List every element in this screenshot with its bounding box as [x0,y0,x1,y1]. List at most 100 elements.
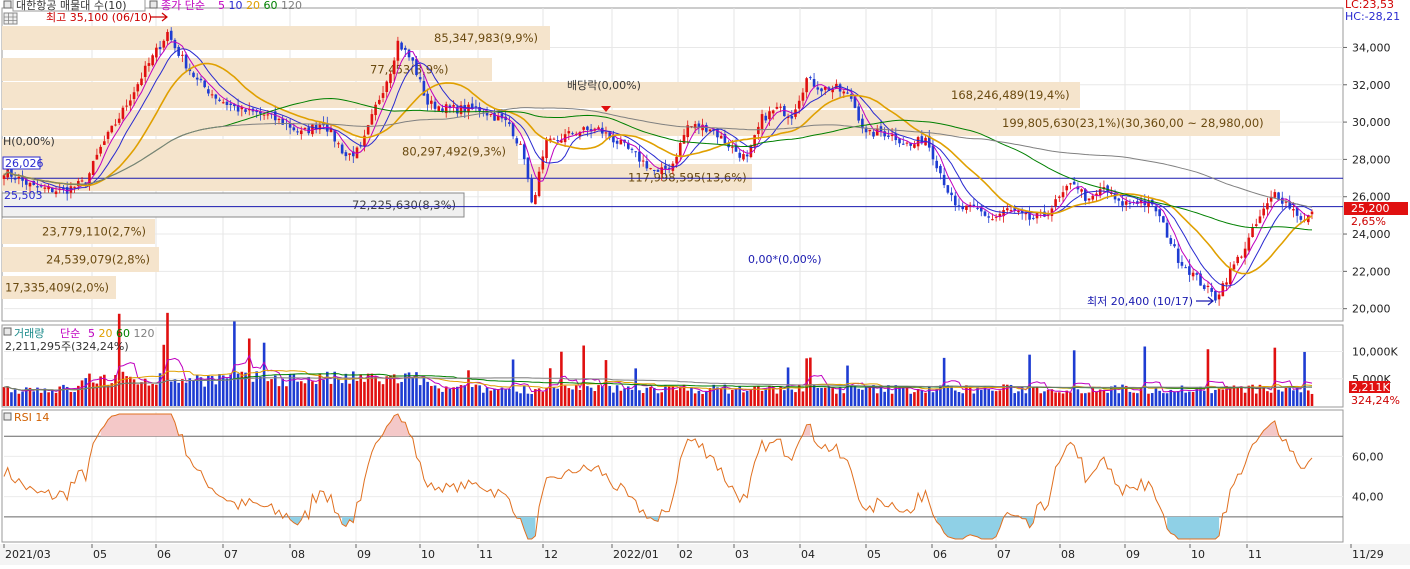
candle-body [775,106,779,109]
volume-bar [415,372,418,406]
volume-profile-label: 199,805,630(23,1%)(30,360,00 ~ 28,980,00… [1002,116,1264,130]
settings-checkbox[interactable] [3,0,12,9]
volume-bar [117,313,121,406]
rsi-checkbox[interactable] [3,412,12,421]
x-tick-label: 06 [933,548,947,561]
volume-bar [965,385,968,406]
volume-bar [957,392,961,406]
candle-body [820,88,823,92]
ma-period-5[interactable]: 5 [88,327,95,340]
volume-badge-value: 2,211K [1351,381,1390,394]
volume-bar [1266,391,1269,406]
grid-icon[interactable] [3,12,18,25]
ma-period-120[interactable]: 120 [278,0,303,12]
ma-period-120[interactable]: 120 [130,327,155,340]
candle-body [753,135,756,147]
candle-body [1020,209,1024,213]
volume-bar [790,389,794,406]
candle-body [103,141,106,145]
volume-bar [270,379,273,406]
volume-bar [1306,390,1310,406]
candle-body [1072,181,1076,185]
volume-bar [656,393,660,406]
candle-body [716,128,719,138]
candle-body [649,168,652,170]
volume-bar [355,380,359,406]
volume-bar [972,393,976,406]
volume-bar [809,357,812,406]
candle-body [660,167,664,174]
candle-body [151,55,154,66]
volume-bar [396,383,400,406]
rsi-zone-fill [383,414,409,437]
candle-body [560,140,563,143]
volume-bar [378,381,381,406]
volume-bar [823,387,827,406]
rsi-panel[interactable] [1,409,1344,543]
candle-body [181,54,184,56]
volume-bar [207,375,210,406]
volume-profile-bar [2,82,1080,108]
ma-period-10[interactable]: 10 [225,0,243,12]
candle-body [994,216,998,218]
volume-bar [619,390,623,406]
volume-bar [1243,392,1247,406]
volume-bar [47,392,50,406]
candle-body [140,78,143,86]
candle-body [1258,216,1262,223]
candle-body [1165,222,1169,238]
volume-bar [255,371,258,406]
rsi-tick-label: 60,00 [1352,450,1384,463]
ma-period-60[interactable]: 60 [113,327,131,340]
volume-bar [247,338,251,406]
ma-checkbox[interactable] [149,0,158,9]
moving-average-line-20 [3,62,1313,275]
volume-bar [1046,389,1050,406]
rsi-tick-label: 40,00 [1352,491,1384,504]
volume-bar [244,372,247,406]
volume-bar [140,382,143,406]
candle-body [1173,244,1176,247]
candle-body [1232,264,1236,270]
volume-bar [314,384,318,406]
rsi-zone-fill [100,414,183,437]
candle-body [864,127,868,133]
volume-bar [719,388,723,406]
volume-bar [351,371,355,406]
candle-body [831,88,834,93]
volume-bar [522,385,526,406]
volume-bar [939,385,942,406]
volume-bar [1228,388,1232,406]
candle-body [1284,201,1288,203]
candle-body [441,108,444,112]
ma-period-20[interactable]: 20 [243,0,261,12]
ma-period-60[interactable]: 60 [260,0,278,12]
candle-body [273,111,277,121]
volume-bar [1013,393,1017,406]
candle-body [537,171,541,197]
volume-bar [307,376,311,406]
volume-bar [783,390,786,406]
volume-bar [857,388,860,406]
candle-body [1154,206,1158,212]
candle-body [849,94,853,99]
volume-ma-line-120 [3,377,1313,391]
volume-checkbox[interactable] [3,327,12,336]
candle-body [764,115,768,121]
volume-bar [296,381,299,406]
candle-body [132,92,136,99]
ma-period-5[interactable]: 5 [218,0,225,12]
volume-bar [51,389,54,406]
ma-period-20[interactable]: 20 [95,327,113,340]
ma-periods: 5 10 20 60 120 [218,0,302,12]
volume-bar [534,389,537,406]
volume-bar [385,376,389,406]
volume-bar [251,381,255,406]
volume-bar [716,387,719,406]
volume-bar [485,387,489,406]
candle-body [88,173,91,187]
volume-bar [994,391,998,406]
volume-bar [177,382,180,406]
candle-body [515,138,519,144]
candle-body [385,81,389,93]
